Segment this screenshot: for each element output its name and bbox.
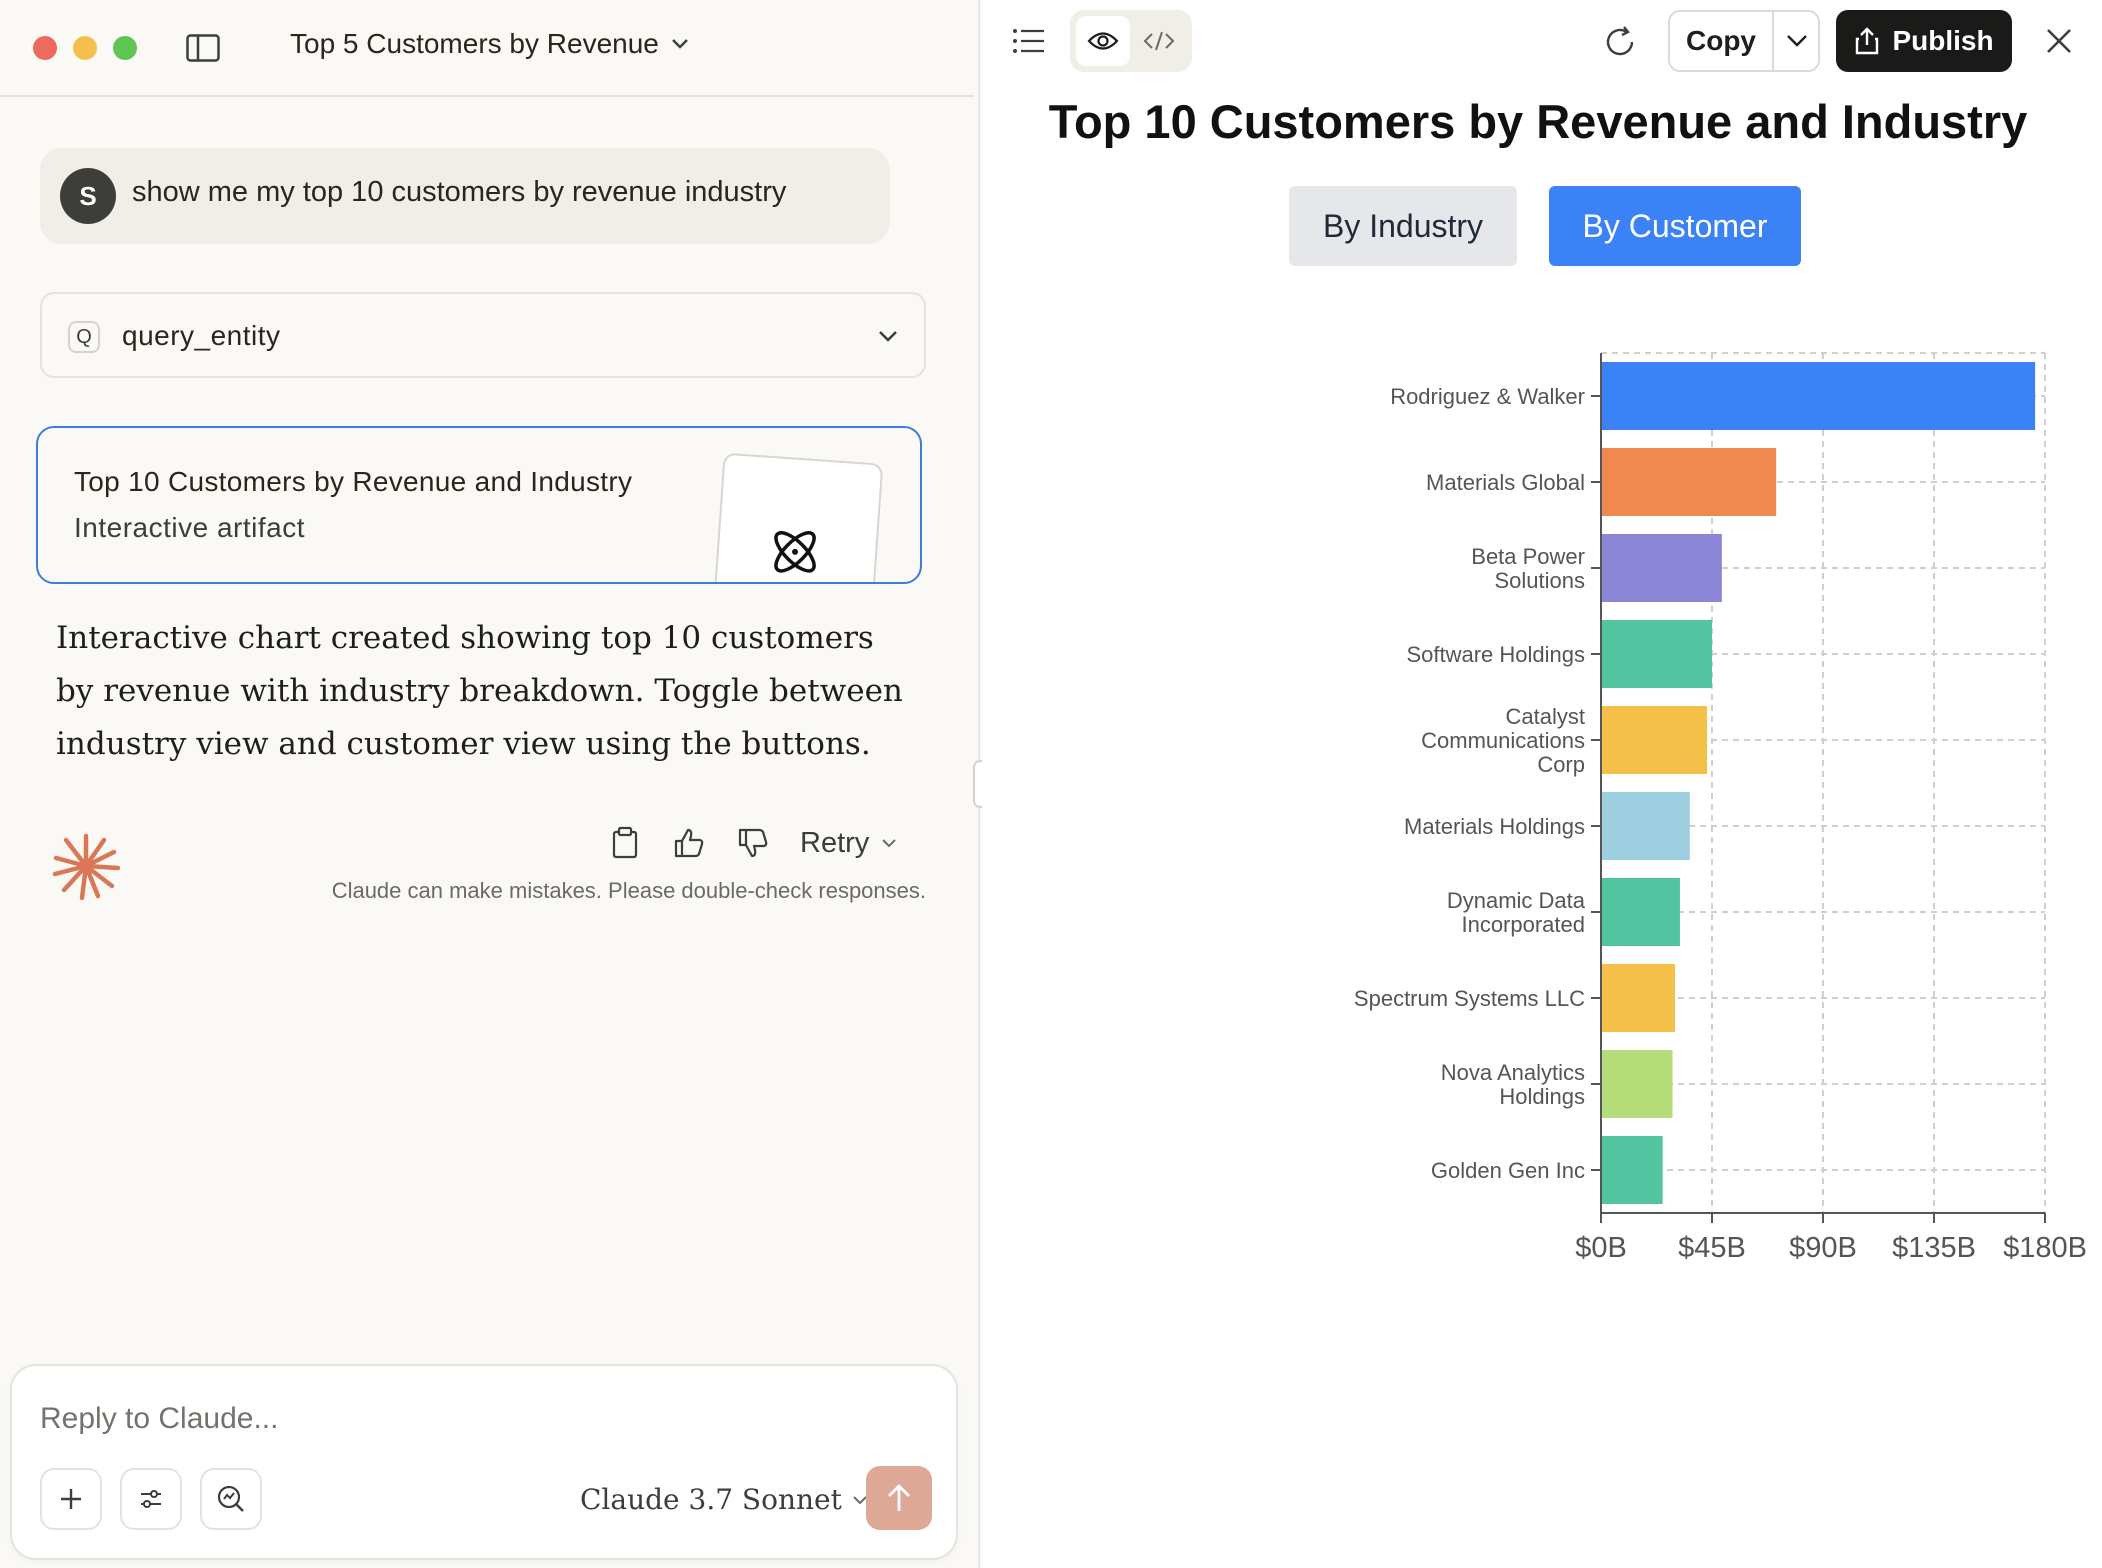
divider (1772, 12, 1774, 70)
tool-name: query_entity (122, 320, 281, 351)
y-tick-label: Materials Holdings (1404, 814, 1585, 839)
bar (1601, 1050, 1673, 1118)
chat-pane: Top 5 Customers by Revenue S show me my … (0, 0, 980, 1568)
model-selector[interactable]: Claude 3.7 Sonnet (580, 1483, 868, 1516)
claude-logo-icon (52, 833, 120, 900)
bar (1601, 792, 1690, 860)
bar (1601, 706, 1708, 774)
list-icon[interactable] (1012, 26, 1046, 56)
x-tick-label: $0B (1575, 1232, 1627, 1264)
plus-icon (61, 1489, 81, 1509)
share-icon (1856, 27, 1879, 55)
copy-button-group: Copy (1668, 10, 1820, 72)
publish-label: Publish (1892, 25, 1994, 56)
code-button[interactable] (1132, 16, 1186, 66)
refresh-icon[interactable] (1602, 24, 1638, 60)
chevron-down-icon (882, 839, 897, 848)
conversation-title: Top 5 Customers by Revenue (290, 28, 659, 59)
research-button[interactable] (200, 1468, 262, 1530)
message-actions: Retry (608, 826, 897, 860)
tool-call-expander[interactable]: Q query_entity (40, 292, 926, 378)
artifact-card-title: Top 10 Customers by Revenue and Industry (74, 466, 633, 497)
chevron-down-icon (879, 331, 897, 342)
copy-clipboard-icon[interactable] (608, 826, 642, 860)
x-tick-label: $45B (1678, 1232, 1746, 1264)
send-button[interactable] (866, 1466, 932, 1530)
preview-button[interactable] (1076, 16, 1130, 66)
bar (1601, 534, 1722, 602)
tool-badge: Q (68, 321, 100, 353)
add-attachment-button[interactable] (40, 1468, 102, 1530)
artifact-pane: Copy Publish Top 10 Customers by Revenue… (982, 0, 2102, 1568)
atom-icon (774, 531, 816, 573)
arrow-up-icon (888, 1484, 910, 1511)
y-tick-label: Dynamic Data Incorporated (1447, 888, 1586, 937)
assistant-message-text: Interactive chart created showing top 10… (56, 620, 903, 762)
artifact-card-subtitle: Interactive artifact (74, 512, 305, 543)
bar (1601, 620, 1712, 688)
code-icon (1143, 31, 1175, 51)
bar (1601, 362, 2036, 430)
chevron-down-icon (853, 1495, 867, 1504)
y-tick-label: Catalyst Communications Corp (1421, 704, 1585, 777)
user-message: S show me my top 10 customers by revenue… (40, 148, 890, 244)
composer: Reply to Claude... Claude 3.7 Sonnet (10, 1364, 958, 1560)
chevron-down-icon (1787, 35, 1807, 47)
revenue-bar-chart: $0B $45B $90B $135B $180B Rodriguez & Walker M… (1354, 352, 2087, 1264)
y-tick-label: Rodriguez & Walker (1390, 384, 1585, 409)
thumbs-down-icon[interactable] (736, 826, 770, 860)
model-name: Claude 3.7 Sonnet (580, 1483, 842, 1516)
conversation-title-dropdown[interactable]: Top 5 Customers by Revenue (290, 28, 689, 60)
copy-options-button[interactable] (1774, 12, 1820, 70)
user-message-text: show me my top 10 customers by revenue i… (132, 176, 787, 208)
settings-button[interactable] (120, 1468, 182, 1530)
tab-by-industry[interactable]: By Industry (1289, 186, 1517, 266)
maximize-window-button[interactable] (113, 36, 137, 60)
sliders-icon (141, 1490, 161, 1508)
sidebar-toggle-icon[interactable] (186, 34, 220, 62)
retry-button[interactable]: Retry (800, 827, 897, 860)
y-tick-label: Nova Analytics Holdings (1441, 1060, 1585, 1109)
artifact-thumbnail (712, 452, 884, 582)
artifact-card[interactable]: Top 10 Customers by Revenue and Industry… (36, 426, 922, 584)
bar (1601, 878, 1680, 946)
publish-button[interactable]: Publish (1836, 10, 2012, 72)
disclaimer: Claude can make mistakes. Please double-… (331, 878, 926, 903)
y-tick-label: Beta Power Solutions (1471, 544, 1585, 593)
copy-button[interactable]: Copy (1686, 25, 1756, 56)
retry-label: Retry (800, 826, 870, 859)
y-tick-label: Software Holdings (1406, 642, 1585, 667)
research-icon (217, 1485, 244, 1512)
chevron-down-icon (671, 39, 688, 49)
bar (1601, 448, 1777, 516)
artifact-heading: Top 10 Customers by Revenue and Industry (1048, 95, 2028, 148)
x-tick-label: $135B (1892, 1232, 1976, 1264)
reply-input[interactable]: Reply to Claude... (40, 1402, 279, 1435)
x-tick-label: $180B (2003, 1232, 2087, 1264)
x-tick-label: $90B (1789, 1232, 1857, 1264)
bar (1601, 964, 1675, 1032)
title-bar: Top 5 Customers by Revenue (0, 0, 974, 97)
eye-icon (1087, 32, 1119, 50)
y-tick-label: Spectrum Systems LLC (1354, 986, 1585, 1011)
close-window-button[interactable] (33, 36, 57, 60)
y-tick-label: Materials Global (1426, 470, 1585, 495)
avatar: S (60, 168, 116, 224)
thumbs-up-icon[interactable] (672, 826, 706, 860)
minimize-window-button[interactable] (73, 36, 97, 60)
close-icon[interactable] (2044, 26, 2074, 56)
y-tick-label: Golden Gen Inc (1431, 1158, 1585, 1183)
bar (1601, 1136, 1663, 1204)
view-mode-toggle (1070, 10, 1192, 72)
tab-by-customer[interactable]: By Customer (1549, 186, 1801, 266)
